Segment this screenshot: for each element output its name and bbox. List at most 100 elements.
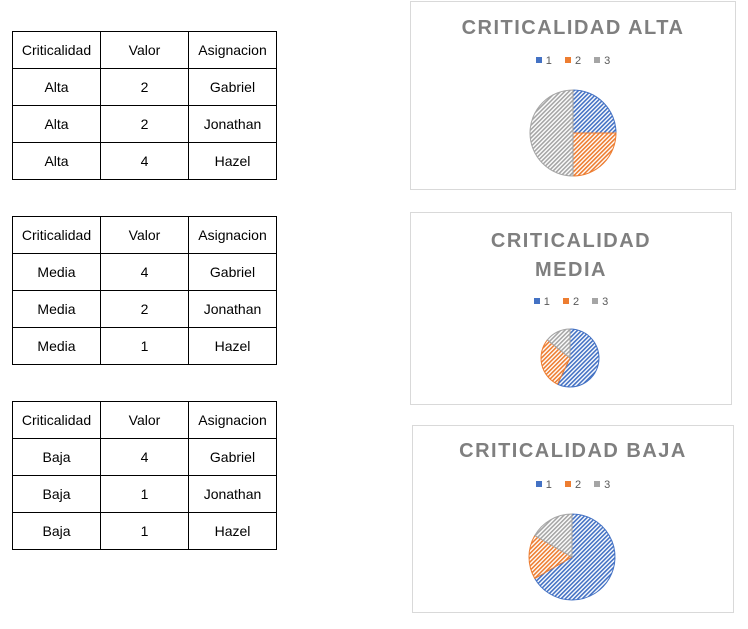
legend-swatch [564, 481, 571, 488]
table-cell: Media [12, 253, 101, 291]
pie-slice-2 [572, 132, 617, 177]
table-header-row: Criticalidad Valor Asignacion [12, 216, 277, 254]
legend-label: 2 [574, 479, 582, 491]
legend-label: 3 [604, 479, 611, 491]
table-cell: Baja [12, 438, 101, 476]
chart-title-line: CRITICALIDAD ALTA [461, 17, 685, 39]
pie-slice-3 [534, 513, 573, 558]
criticalidad-baja-table: Criticalidad Valor Asignacion Baja 4 Gab… [12, 401, 277, 550]
legend-label: 1 [545, 55, 552, 67]
table-cell: 1 [100, 475, 189, 513]
legend-swatch [562, 298, 569, 305]
table-cell: Alta [12, 68, 101, 106]
table-cell: Baja [12, 512, 101, 550]
table-cell: Jonathan [188, 475, 277, 513]
table-row: Media 2 Jonathan [12, 290, 277, 328]
pie-chart-baja: CRITICALIDAD BAJA 1 2 3 [412, 425, 734, 613]
pie-plot [528, 513, 616, 601]
legend-item: 3 [594, 479, 610, 491]
table-cell: Alta [12, 105, 101, 143]
table-row: Media 1 Hazel [12, 327, 277, 365]
legend-label: 3 [602, 296, 609, 308]
table-cell: Jonathan [188, 105, 277, 143]
legend-label: 3 [604, 55, 611, 67]
table-row: Alta 2 Jonathan [12, 105, 277, 143]
legend-item: 1 [535, 55, 552, 67]
legend-swatch [535, 481, 542, 488]
pie-slice-1 [534, 513, 616, 601]
chart-title: CRITICALIDAD ALTA [411, 14, 735, 43]
chart-legend: 1 2 3 [411, 296, 731, 308]
table-cell: 2 [100, 290, 189, 328]
chart-legend: 1 2 3 [411, 55, 735, 67]
header-cell: Asignacion [188, 31, 277, 69]
table-header-row: Criticalidad Valor Asignacion [12, 401, 277, 439]
legend-item: 2 [564, 55, 582, 67]
chart-title-line: CRITICALIDAD [490, 230, 652, 252]
table-cell: Jonathan [188, 290, 277, 328]
header-cell: Valor [100, 216, 189, 254]
table-cell: Media [12, 290, 101, 328]
pie-slice-3 [529, 89, 574, 177]
table-cell: Media [12, 327, 101, 365]
legend-label: 2 [574, 55, 582, 67]
pie-slice-2 [528, 534, 574, 580]
legend-label: 2 [572, 296, 580, 308]
pie-plot [540, 328, 600, 388]
table-cell: Hazel [188, 142, 277, 180]
table-cell: Gabriel [188, 68, 277, 106]
table-row: Baja 1 Hazel [12, 512, 277, 550]
chart-title-line: CRITICALIDAD BAJA [459, 440, 687, 462]
legend-item: 1 [535, 479, 552, 491]
table-row: Media 4 Gabriel [12, 253, 277, 291]
legend-swatch [564, 57, 571, 64]
table-row: Alta 2 Gabriel [12, 68, 277, 106]
header-cell: Valor [100, 31, 189, 69]
legend-item: 2 [562, 296, 580, 308]
table-cell: 4 [100, 142, 189, 180]
header-cell: Criticalidad [12, 401, 101, 439]
table-cell: Baja [12, 475, 101, 513]
legend-swatch [533, 298, 540, 305]
table-cell: 4 [100, 253, 189, 291]
legend-item: 1 [533, 296, 550, 308]
table-cell: Alta [12, 142, 101, 180]
table-cell: Gabriel [188, 253, 277, 291]
pie-chart-media: CRITICALIDAD MEDIA 1 2 3 [410, 212, 732, 405]
pie-slice-1 [556, 328, 600, 388]
table-cell: Hazel [188, 327, 277, 365]
table-row: Baja 1 Jonathan [12, 475, 277, 513]
table-cell: 4 [100, 438, 189, 476]
legend-swatch [594, 481, 601, 488]
pie-slice-1 [572, 89, 617, 134]
criticalidad-alta-table: Criticalidad Valor Asignacion Alta 2 Gab… [12, 31, 277, 180]
table-cell: Hazel [188, 512, 277, 550]
header-cell: Valor [100, 401, 189, 439]
legend-swatch [592, 298, 599, 305]
pie-slice-2 [540, 339, 571, 385]
table-cell: 1 [100, 512, 189, 550]
header-cell: Criticalidad [12, 31, 101, 69]
legend-swatch [535, 57, 542, 64]
pie-chart-alta: CRITICALIDAD ALTA 1 2 3 [410, 1, 736, 190]
table-cell: 2 [100, 105, 189, 143]
pie-slice-3 [546, 328, 571, 360]
chart-title-line: MEDIA [535, 259, 607, 281]
header-cell: Criticalidad [12, 216, 101, 254]
table-cell: Gabriel [188, 438, 277, 476]
header-cell: Asignacion [188, 401, 277, 439]
table-cell: 1 [100, 327, 189, 365]
legend-swatch [594, 57, 601, 64]
chart-legend: 1 2 3 [413, 479, 733, 491]
legend-label: 1 [545, 479, 552, 491]
header-cell: Asignacion [188, 216, 277, 254]
pie-plot [529, 89, 617, 177]
chart-title: CRITICALIDAD BAJA [413, 437, 733, 466]
table-row: Baja 4 Gabriel [12, 438, 277, 476]
legend-item: 3 [594, 55, 610, 67]
table-header-row: Criticalidad Valor Asignacion [12, 31, 277, 69]
table-cell: 2 [100, 68, 189, 106]
legend-item: 2 [564, 479, 582, 491]
legend-label: 1 [543, 296, 550, 308]
criticalidad-media-table: Criticalidad Valor Asignacion Media 4 Ga… [12, 216, 277, 365]
